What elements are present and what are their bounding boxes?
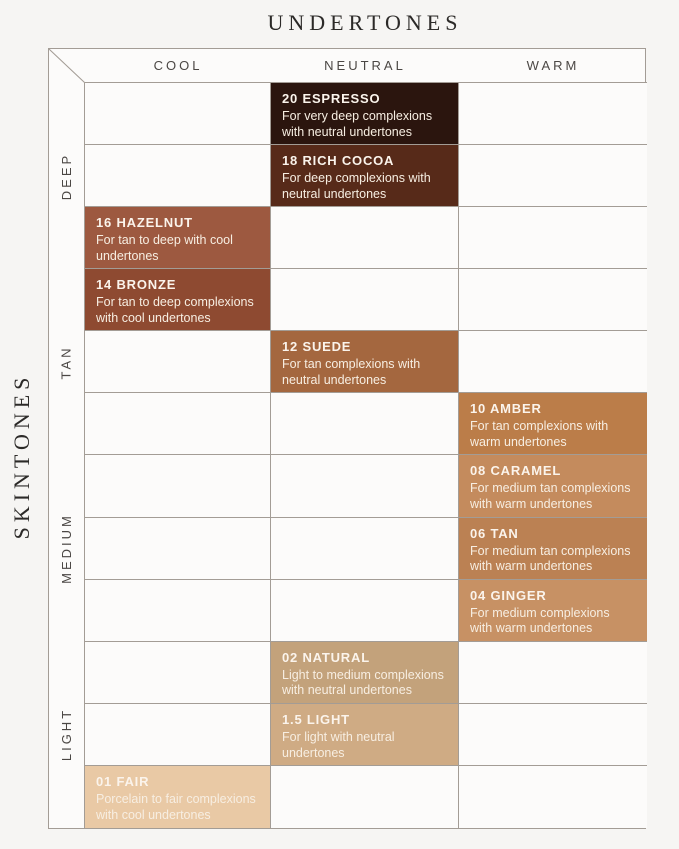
shade-description: For medium complexions with warm underto… [470, 605, 610, 636]
shade-description: For light with neutral undertones [282, 729, 395, 760]
column-header-cool: COOL [85, 49, 271, 83]
empty-cell [85, 703, 271, 766]
empty-cell [459, 765, 647, 828]
row-group-medium: MEDIUM [49, 456, 84, 642]
empty-cell [459, 641, 647, 704]
column-header-neutral: NEUTRAL [271, 49, 459, 83]
skintones-axis-title: SKINTONES [9, 372, 34, 540]
shade-description: Porcelain to fair complexions with cool … [96, 791, 256, 822]
empty-cell [459, 83, 647, 146]
row-group-deep: DEEP [49, 83, 84, 269]
row-group-light-label: LIGHT [59, 708, 75, 762]
empty-cell [271, 207, 459, 270]
corner-diagonal-line [49, 49, 85, 83]
empty-cell [271, 579, 459, 642]
shade-cell-10-amber: 10 AMBER For tan complexions with warm un… [459, 393, 647, 456]
row-group-deep-label: DEEP [59, 152, 74, 200]
shade-matrix-table: COOL NEUTRAL WARM DEEP TAN MEDIUM LIGHT … [48, 48, 647, 829]
empty-cell [85, 83, 271, 146]
shade-cell-1-5-light: 1.5 LIGHT For light with neutral underton… [271, 703, 459, 766]
empty-cell [459, 269, 647, 332]
empty-cell [271, 455, 459, 518]
empty-cell [459, 145, 647, 208]
shade-cell-04-ginger: 04 GINGER For medium complexions with war… [459, 579, 647, 642]
shade-cell-12-suede: 12 SUEDE For tan complexions with neutral… [271, 331, 459, 394]
skintone-group-label-column: DEEP TAN MEDIUM LIGHT [49, 83, 85, 828]
shade-name: 18 RICH COCOA [282, 153, 395, 169]
empty-cell [459, 331, 647, 394]
shade-cell-01-fair: 01 FAIR Porcelain to fair complexions wit… [85, 765, 271, 828]
empty-cell [271, 269, 459, 332]
shade-cell-18-rich-cocoa: 18 RICH COCOA For deep complexions with n… [271, 145, 459, 208]
empty-cell [85, 455, 271, 518]
empty-cell [85, 393, 271, 456]
shade-name: 08 CARAMEL [470, 463, 562, 479]
shade-name: 12 SUEDE [282, 339, 352, 355]
shade-cell-02-natural: 02 NATURAL Light to medium complexions wi… [271, 641, 459, 704]
shade-cell-08-caramel: 08 CARAMEL For medium tan complexions wit… [459, 455, 647, 518]
row-group-light: LIGHT [49, 642, 84, 828]
shade-name: 14 BRONZE [96, 277, 177, 293]
empty-cell [271, 393, 459, 456]
shade-description: For tan complexions with neutral underto… [282, 357, 421, 388]
shade-description: For tan to deep complexions with cool un… [96, 295, 254, 325]
empty-cell [85, 579, 271, 642]
empty-cell [271, 517, 459, 580]
empty-cell [271, 765, 459, 828]
shade-name: 04 GINGER [470, 587, 547, 603]
shade-name: 02 NATURAL [282, 649, 370, 665]
shade-name: 20 ESPRESSO [282, 91, 381, 106]
row-group-medium-label: MEDIUM [59, 513, 74, 584]
shade-description: For tan complexions with warm undertones [470, 419, 609, 450]
shade-cell-16-hazelnut: 16 HAZELNUT For tan to deep with cool und… [85, 207, 271, 270]
corner-cell [49, 49, 85, 83]
undertones-axis-title: UNDERTONES [267, 10, 463, 35]
shade-name: 10 AMBER [470, 401, 542, 417]
row-group-tan-label: TAN [58, 345, 74, 380]
shade-description: For tan to deep with cool undertones [96, 233, 233, 263]
shade-description: For deep complexions with neutral undert… [282, 171, 431, 201]
empty-cell [85, 145, 271, 208]
empty-cell [85, 331, 271, 394]
empty-cell [459, 207, 647, 270]
shade-name: 01 FAIR [96, 773, 150, 789]
shade-name: 06 TAN [470, 525, 519, 541]
empty-cell [85, 517, 271, 580]
shade-description: Light to medium complexions with neutral… [282, 667, 444, 698]
shade-name: 1.5 LIGHT [282, 711, 350, 727]
shade-description: For very deep complexions with neutral u… [282, 109, 433, 139]
empty-cell [85, 641, 271, 704]
shade-description: For medium tan complexions with warm und… [470, 543, 631, 574]
shade-cell-06-tan: 06 TAN For medium tan complexions with wa… [459, 517, 647, 580]
row-group-tan: TAN [49, 269, 84, 455]
column-header-warm: WARM [459, 49, 647, 83]
shade-name: 16 HAZELNUT [96, 215, 193, 231]
shade-cell-20-espresso: 20 ESPRESSO For very deep complexions wit… [271, 83, 459, 146]
empty-cell [459, 703, 647, 766]
shade-description: For medium tan complexions with warm und… [470, 481, 631, 512]
shade-cell-14-bronze: 14 BRONZE For tan to deep complexions wit… [85, 269, 271, 332]
